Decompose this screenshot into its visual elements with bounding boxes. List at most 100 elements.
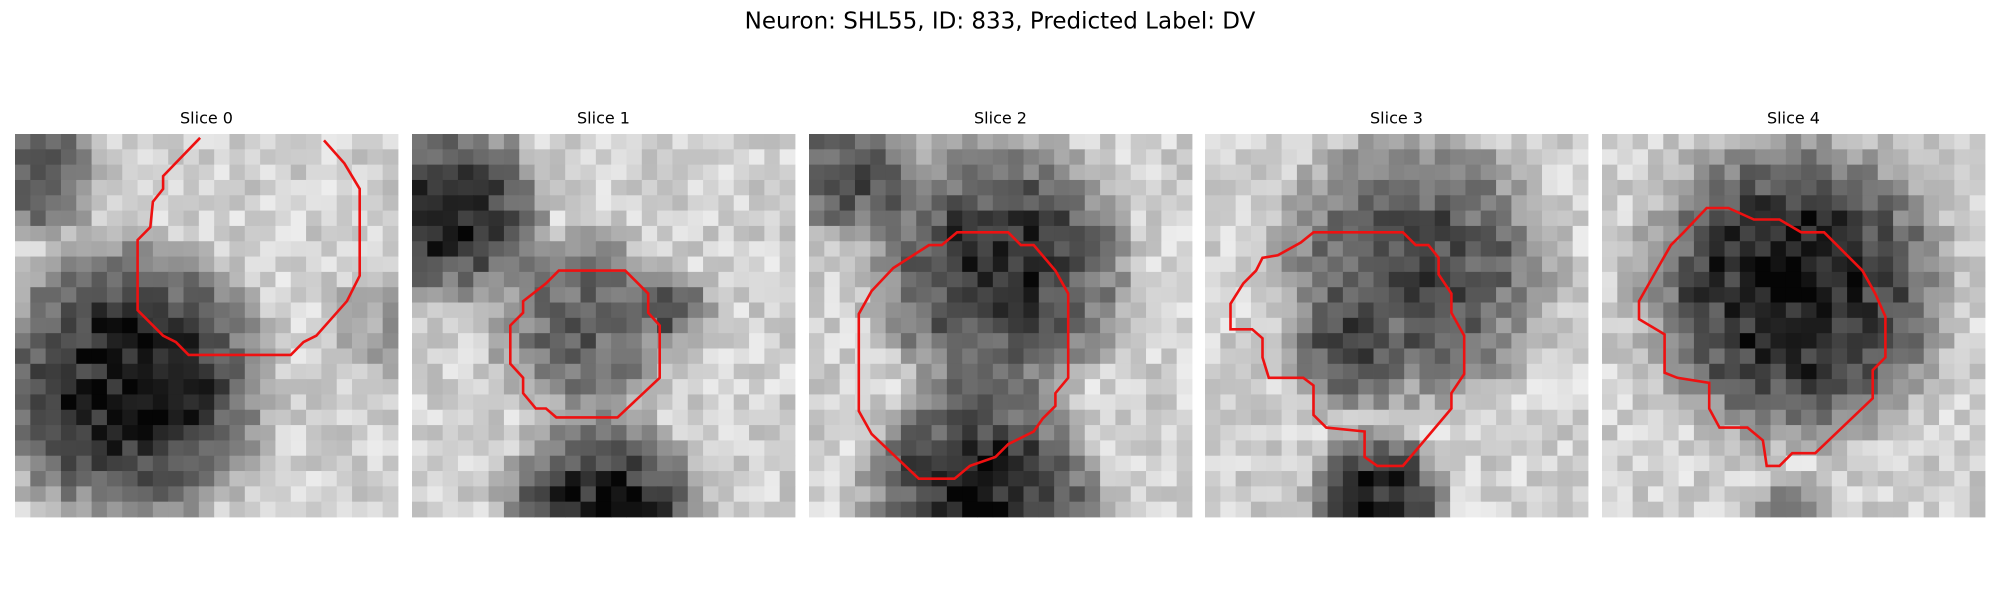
- pixel: [1161, 195, 1178, 211]
- pixel: [1542, 455, 1558, 472]
- pixel: [1739, 149, 1756, 166]
- pixel: [1801, 363, 1817, 380]
- pixel: [122, 363, 138, 380]
- pixel: [1647, 241, 1664, 257]
- pixel: [1831, 210, 1848, 227]
- pixel: [1785, 164, 1802, 181]
- pixel: [764, 210, 781, 227]
- pixel: [1908, 225, 1925, 242]
- pixel: [916, 179, 932, 196]
- pixel: [946, 317, 963, 334]
- pixel: [321, 225, 338, 242]
- pixel: [76, 179, 92, 196]
- pixel: [534, 486, 551, 503]
- pixel: [1755, 471, 1771, 487]
- pixel: [1678, 501, 1695, 518]
- pixel: [916, 195, 932, 211]
- pixel: [488, 501, 505, 518]
- pixel: [1235, 195, 1252, 211]
- pixel: [1617, 179, 1634, 196]
- pixel: [749, 271, 765, 288]
- pixel: [336, 348, 353, 365]
- pixel: [992, 302, 1009, 319]
- pixel: [106, 164, 123, 181]
- pixel: [1785, 486, 1802, 503]
- pixel: [1724, 287, 1741, 303]
- pixel: [1526, 271, 1543, 288]
- pixel: [76, 164, 92, 181]
- pixel: [946, 302, 963, 319]
- pixel: [1388, 409, 1405, 426]
- pixel: [30, 195, 47, 211]
- pixel: [977, 425, 994, 441]
- pixel: [1130, 179, 1147, 196]
- pixel: [214, 379, 230, 395]
- pixel: [244, 225, 261, 242]
- pixel: [198, 241, 215, 257]
- pixel: [1296, 287, 1313, 303]
- pixel: [137, 241, 154, 257]
- pixel: [1358, 409, 1374, 426]
- pixel: [229, 195, 246, 211]
- pixel: [503, 256, 520, 273]
- pixel: [1739, 271, 1756, 288]
- pixel: [931, 210, 948, 227]
- pixel: [1572, 501, 1589, 518]
- pixel: [1388, 363, 1405, 380]
- pixel: [1647, 440, 1664, 457]
- pixel: [1266, 317, 1282, 334]
- pixel: [336, 409, 353, 426]
- pixel: [1877, 425, 1894, 441]
- pixel: [76, 471, 92, 487]
- pixel: [1312, 455, 1328, 472]
- pixel: [183, 425, 200, 441]
- pixel: [1923, 195, 1940, 211]
- pixel: [931, 287, 948, 303]
- pixel: [1038, 486, 1055, 503]
- pixel: [1084, 256, 1101, 273]
- pixel: [854, 271, 871, 288]
- pixel: [137, 134, 154, 150]
- pixel: [1755, 241, 1771, 257]
- pixel: [1480, 287, 1497, 303]
- pixel: [260, 149, 276, 166]
- pixel: [229, 302, 246, 319]
- pixel: [718, 471, 735, 487]
- pixel: [962, 210, 978, 227]
- pixel: [1496, 333, 1512, 349]
- pixel: [977, 271, 994, 288]
- pixel: [809, 409, 825, 426]
- pixel: [1602, 455, 1618, 472]
- pixel: [1250, 134, 1267, 150]
- pixel: [703, 501, 719, 518]
- pixel: [839, 271, 856, 288]
- pixel: [595, 256, 612, 273]
- pixel: [106, 333, 123, 349]
- pixel: [764, 134, 781, 150]
- pixel: [1969, 394, 1986, 411]
- pixel: [1281, 501, 1298, 518]
- pixel: [1739, 333, 1756, 349]
- pixel: [1115, 179, 1132, 196]
- pixel: [1235, 317, 1252, 334]
- pixel: [427, 256, 444, 273]
- pixel: [565, 302, 581, 319]
- pixel: [1281, 333, 1298, 349]
- pixel: [442, 134, 459, 150]
- slice-image: [412, 134, 796, 518]
- pixel: [1602, 486, 1618, 503]
- pixel: [1496, 210, 1512, 227]
- pixel: [1755, 164, 1771, 181]
- pixel: [76, 195, 92, 211]
- pixel: [1281, 134, 1298, 150]
- pixel: [641, 317, 658, 334]
- pixel: [168, 363, 184, 380]
- pixel: [1693, 225, 1710, 242]
- pixel: [1176, 317, 1193, 334]
- pixel: [137, 363, 154, 380]
- pixel: [718, 134, 735, 150]
- pixel: [1373, 379, 1390, 395]
- pixel: [900, 455, 917, 472]
- pixel: [60, 164, 77, 181]
- pixel: [1542, 287, 1558, 303]
